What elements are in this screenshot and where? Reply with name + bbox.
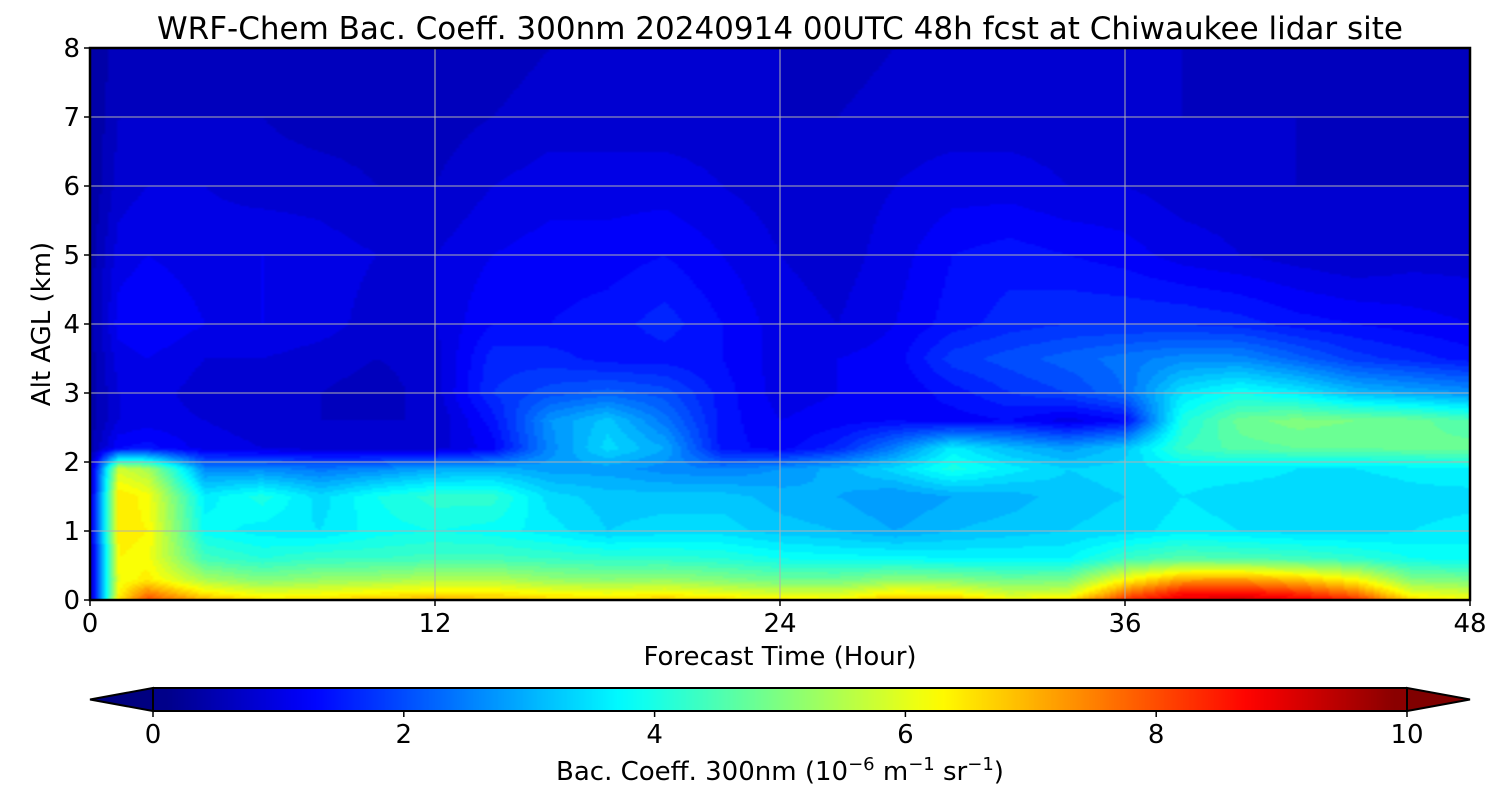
grid bbox=[90, 48, 1470, 600]
y-tick-label: 2 bbox=[63, 448, 80, 478]
colorbar: 0 2 4 6 8 10 Bac. Coeff. 300nm (10−6 m−1 sr−1… bbox=[89, 686, 1471, 787]
x-tick-label: 0 bbox=[82, 609, 99, 639]
y-tick-label: 0 bbox=[63, 586, 80, 616]
y-tick-label: 5 bbox=[63, 241, 80, 271]
colorbar-tick-label: 4 bbox=[646, 720, 663, 750]
colorbar-gradient bbox=[153, 688, 1407, 711]
colorbar-tick-label: 0 bbox=[145, 720, 162, 750]
y-tick-label: 7 bbox=[63, 103, 80, 133]
colorbar-ticks: 0 2 4 6 8 10 bbox=[145, 711, 1424, 750]
y-tick-label: 4 bbox=[63, 310, 80, 340]
y-axis: 0 1 2 3 4 5 6 7 8 bbox=[63, 34, 90, 616]
chart-title: WRF-Chem Bac. Coeff. 300nm 20240914 00UT… bbox=[157, 11, 1403, 47]
colorbar-tick-label: 8 bbox=[1148, 720, 1165, 750]
colorbar-tick-label: 10 bbox=[1390, 720, 1423, 750]
y-tick-label: 3 bbox=[63, 379, 80, 409]
colorbar-extend-low bbox=[89, 686, 154, 713]
colorbar-tick-label: 6 bbox=[897, 720, 914, 750]
x-tick-label: 48 bbox=[1453, 609, 1486, 639]
x-tick-label: 36 bbox=[1108, 609, 1141, 639]
x-tick-label: 24 bbox=[763, 609, 796, 639]
y-tick-label: 1 bbox=[63, 517, 80, 547]
colorbar-tick-label: 2 bbox=[396, 720, 413, 750]
x-axis-label: Forecast Time (Hour) bbox=[643, 642, 916, 672]
y-tick-label: 8 bbox=[63, 34, 80, 64]
y-tick-label: 6 bbox=[63, 172, 80, 202]
x-tick-label: 12 bbox=[418, 609, 451, 639]
colorbar-extend-high bbox=[1406, 686, 1471, 713]
x-axis: 0 12 24 36 48 bbox=[82, 600, 1487, 639]
colorbar-label: Bac. Coeff. 300nm (10−6 m−1 sr−1) bbox=[556, 754, 1004, 787]
y-axis-label: Alt AGL (km) bbox=[27, 242, 57, 406]
